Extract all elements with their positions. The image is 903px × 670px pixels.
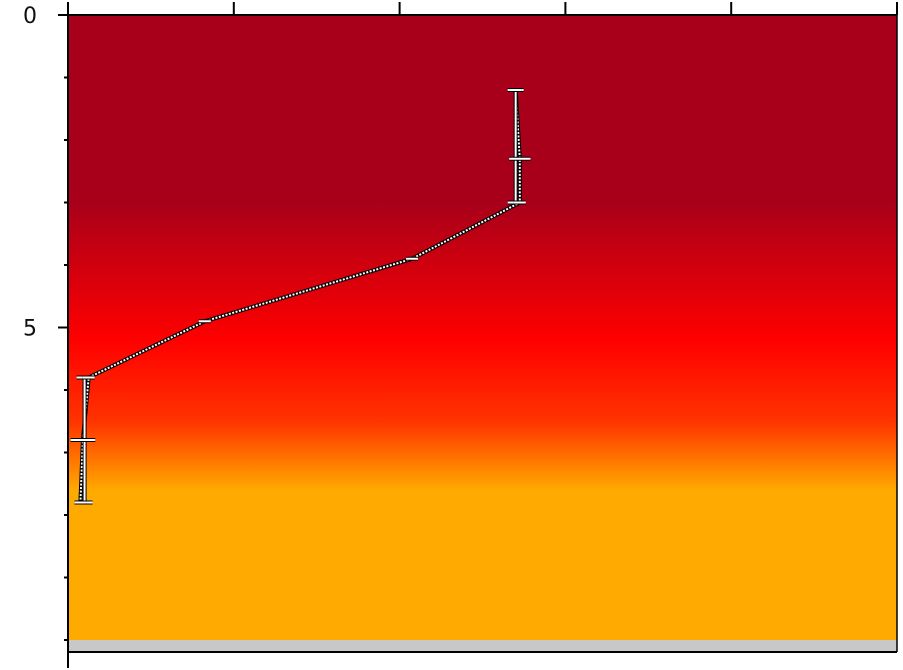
y-tick-label: 5 bbox=[23, 317, 37, 342]
tick-labels: 05 bbox=[23, 4, 37, 342]
axes bbox=[58, 2, 898, 668]
plot-area bbox=[68, 15, 897, 640]
bottom-band-rect bbox=[68, 640, 897, 652]
y-tick-label: 0 bbox=[23, 4, 37, 29]
series-layer bbox=[70, 88, 531, 505]
bottom-band bbox=[68, 640, 897, 653]
plot-background bbox=[68, 15, 897, 640]
